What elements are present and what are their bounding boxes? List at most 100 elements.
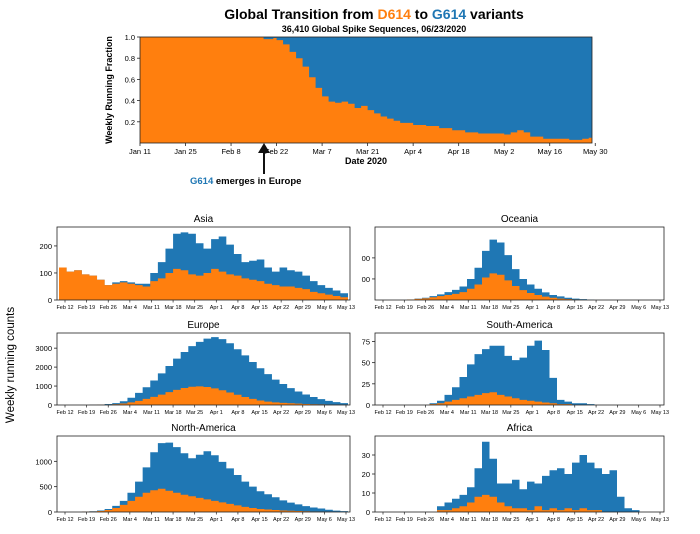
north-america-xtick-label: May 13 [337,517,355,523]
north-america-xtick-label: Mar 25 [186,517,203,523]
oceania-ytick-label: 00 [362,275,370,284]
africa-ytick-label: 10 [362,489,370,498]
africa-xtick-label: Mar 18 [481,517,498,523]
europe-frame [56,332,351,406]
south-america-xtick-label: Mar 18 [481,410,498,416]
north-america-xtick-label: Mar 4 [123,517,137,523]
panel-asia: Asia 0 100 200 Feb 12 Feb 19 Feb 26 Mar 4 Mar 11… [39,214,355,311]
south-america-title: South-America [486,320,553,331]
oceania-xtick-label: Apr 1 [526,305,539,311]
asia-ytick-label: 200 [39,242,52,251]
north-america-xtick-label: Apr 29 [295,517,311,523]
africa-xtick-label: Feb 19 [396,517,413,523]
north-america-xtick-label: Feb 12 [56,517,73,523]
top-ytick-label: 1.0 [125,33,135,42]
europe-xtick-label: Mar 4 [123,410,137,416]
title-g614: G614 [432,6,466,22]
africa-ytick-label: 20 [362,470,370,479]
top-xtick-label: May 30 [583,147,608,156]
europe-xtick-label: Apr 15 [251,410,267,416]
asia-xtick-label: Apr 1 [210,305,223,311]
top-ytick-label: 0.4 [125,97,135,106]
title-part-3: to [411,6,432,22]
north-america-ytick-label: 0 [48,508,52,517]
south-america-ytick-label: 25 [362,380,370,389]
asiag614-area [59,232,348,300]
europe-xtick-label: Mar 11 [143,410,160,416]
north-america-xtick-label: May 6 [317,517,332,523]
south-america-xtick-label: Mar 25 [502,410,519,416]
north-america-title: North-America [171,423,236,434]
europe-xtick-label: Feb 26 [100,410,117,416]
europe-ytick-label: 3000 [35,344,52,353]
south-america-xtick-label: Mar 4 [440,410,454,416]
top-xtick-label: Mar 21 [356,147,379,156]
south-america-xtick-label: Apr 15 [567,410,583,416]
asia-ytick-label: 0 [48,296,52,305]
africag614-area [377,441,662,512]
europe-xtick-label: Apr 22 [273,410,289,416]
south-america-xtick-label: Apr 29 [609,410,625,416]
oceania-xtick-label: Mar 18 [481,305,498,311]
annotation-text: G614 emerges in Europe [190,176,301,187]
south-america-xtick-label: Apr 22 [588,410,604,416]
top-xtick-label: Feb 22 [265,147,288,156]
africa-xtick-label: May 6 [631,517,646,523]
north-america-xtick-label: Feb 26 [100,517,117,523]
top-ytick-label: 0.8 [125,54,135,63]
africa-xtick-label: Feb 12 [374,517,391,523]
top-xtick-label: Jan 25 [174,147,197,156]
annotation-arrow-head [258,143,270,153]
africa-xtick-label: Mar 4 [440,517,454,523]
top-y-axis-label: Weekly Running Fraction [104,36,114,144]
europe-xtick-label: Feb 12 [56,410,73,416]
oceania-xtick-label: Mar 4 [440,305,454,311]
oceania-xtick-label: Apr 22 [588,305,604,311]
south-america-ytick-label: 75 [362,337,370,346]
europe-ytick-label: 2000 [35,363,52,372]
title-d614: D614 [377,6,411,22]
south-america-xtick-label: Feb 19 [396,410,413,416]
asia-xtick-label: Apr 8 [231,305,244,311]
africa-ytick-label: 30 [362,451,370,460]
d614-fraction-area [140,37,592,143]
oceaniag614-area [377,239,662,300]
south-america-ytick-label: 50 [362,359,370,368]
south-america-ytick-label: 0 [366,401,370,410]
europe-xtick-label: Mar 25 [186,410,203,416]
asia-title: Asia [194,214,214,225]
oceania-xtick-label: Apr 8 [547,305,560,311]
africad614-area [377,494,662,512]
europe-xtick-label: Apr 8 [231,410,244,416]
oceania-xtick-label: Apr 15 [567,305,583,311]
asia-xtick-label: Feb 19 [78,305,95,311]
asia-xtick-label: Mar 4 [123,305,137,311]
north-america-ytick-label: 1000 [35,457,52,466]
panel-oceania: Oceania 00 00 Feb 12 Feb 19 Feb 26 Mar 4 Mar 11… [362,214,669,311]
africa-title: Africa [507,423,533,434]
top-xtick-label: Apr 4 [404,147,422,156]
panel-north-america: North-America 0 500 1000 Feb 12 Feb 19 Feb 26 M… [35,423,355,523]
europe-xtick-label: May 13 [337,410,355,416]
asia-xtick-label: Mar 11 [143,305,160,311]
top-ytick-label: 0.6 [125,75,135,84]
oceania-xtick-label: Feb 12 [374,305,391,311]
south-america-xtick-label: Mar 11 [460,410,477,416]
south-america-xtick-label: Feb 26 [417,410,434,416]
annotation-rest: emerges in Europe [213,176,301,187]
south-america-xtick-label: May 6 [631,410,646,416]
asiad614-area [59,267,348,300]
oceania-title: Oceania [501,214,539,225]
panel-south-america: South-America 0 25 50 75 Feb 12 Feb 19 Feb 26 Ma… [362,320,669,416]
europe-xtick-label: Feb 19 [78,410,95,416]
north-america-ytick-label: 500 [39,483,52,492]
south-america-frame [374,332,665,406]
europe-title: Europe [187,320,220,331]
top-xtick-label: May 2 [494,147,514,156]
title-part-1: Global Transition from [224,6,377,22]
north-america-xtick-label: Apr 1 [210,517,223,523]
shared-y-axis-label: Weekly running counts [5,307,17,423]
north-america-xtick-label: Feb 19 [78,517,95,523]
asia-xtick-label: May 6 [317,305,332,311]
